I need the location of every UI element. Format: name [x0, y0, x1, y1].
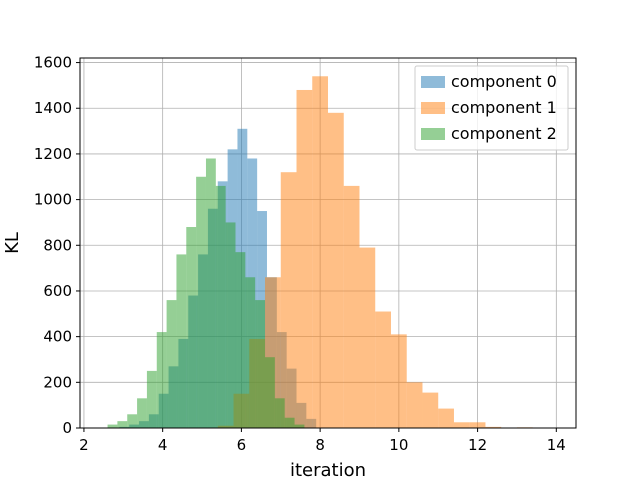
legend: component 0 component 1 component 2 — [414, 65, 569, 151]
x-tick-label: 12 — [468, 436, 487, 454]
histogram-bar — [225, 222, 236, 428]
histogram-bar — [245, 277, 256, 428]
y-tick-label: 800 — [43, 236, 72, 254]
plot-frame — [79, 57, 577, 429]
histogram-bar — [117, 421, 128, 428]
histogram-bar — [469, 422, 486, 428]
y-tick-label: 1400 — [34, 99, 72, 117]
series-2-bars — [107, 158, 305, 428]
x-axis-label: iteration — [290, 460, 366, 480]
histogram-bar — [156, 332, 167, 428]
histogram-bar — [312, 76, 328, 428]
legend-swatch — [421, 128, 445, 140]
histogram-bar — [343, 185, 360, 428]
histogram-bar — [280, 172, 297, 428]
histogram-bar — [274, 398, 285, 428]
legend-box — [414, 65, 569, 151]
histogram-bar — [107, 424, 118, 428]
histogram-bar — [438, 408, 454, 428]
histogram-bar — [406, 382, 423, 428]
histogram-bar — [186, 227, 197, 428]
legend-entry-label: component 1 — [451, 98, 557, 117]
y-tick-label: 1000 — [34, 191, 72, 209]
x-tick-label: 4 — [158, 436, 168, 454]
x-tick-label: 14 — [547, 436, 566, 454]
y-tick-label: 400 — [43, 328, 72, 346]
legend-entry-label: component 2 — [451, 124, 557, 143]
x-tick-label: 8 — [315, 436, 325, 454]
histogram-bar — [137, 398, 147, 428]
histogram-bar — [215, 185, 226, 428]
histogram-bar — [284, 417, 295, 428]
histogram-bar — [485, 426, 502, 428]
legend-entry-label: component 0 — [451, 72, 557, 91]
histogram-bar — [375, 311, 391, 428]
y-tick-label: 200 — [43, 373, 72, 391]
legend-swatch — [421, 76, 445, 88]
histogram-bar — [146, 370, 157, 428]
histogram-bar — [422, 392, 439, 428]
histogram-bar — [235, 252, 246, 428]
histogram-bar — [176, 254, 187, 428]
y-tick-label: 1600 — [34, 54, 72, 72]
histogram-bar — [296, 89, 313, 428]
x-axis-ticks: 2 4 6 8 10 12 14 — [79, 428, 566, 454]
histogram-bar — [196, 176, 206, 428]
y-axis-ticks: 0 200 400 600 800 1000 1200 1400 1600 — [34, 54, 80, 437]
histogram-bars — [107, 76, 557, 428]
histogram-bar — [166, 300, 177, 428]
histogram-bar — [359, 247, 376, 428]
y-tick-label: 1200 — [34, 145, 72, 163]
histogram-bar — [205, 158, 216, 428]
histogram-bar — [328, 112, 344, 428]
histogram-bar — [265, 357, 275, 428]
histogram-bar — [294, 424, 305, 428]
legend-swatch — [421, 102, 445, 114]
x-tick-label: 2 — [79, 436, 89, 454]
histogram-bar — [127, 414, 138, 428]
y-axis-label: KL — [2, 232, 23, 254]
x-tick-label: 6 — [237, 436, 247, 454]
histogram-bar — [390, 334, 407, 428]
x-tick-label: 10 — [389, 436, 408, 454]
y-tick-label: 0 — [62, 419, 72, 437]
histogram-bar — [453, 422, 470, 428]
y-tick-label: 600 — [43, 282, 72, 300]
histogram-bar — [255, 300, 266, 428]
